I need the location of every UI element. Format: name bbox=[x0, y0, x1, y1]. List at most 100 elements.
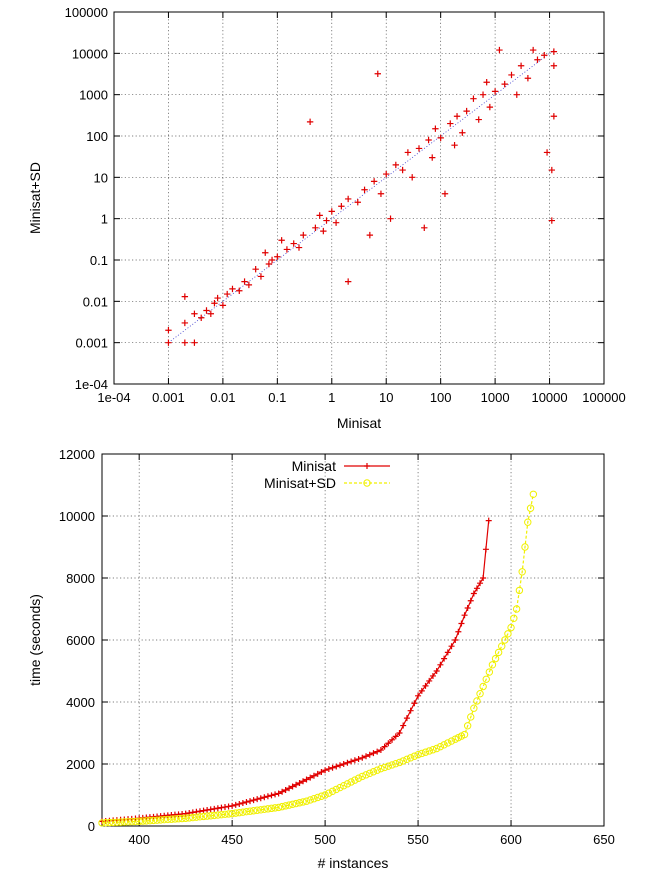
scatter-point bbox=[323, 217, 330, 224]
line-point-minisat-sd bbox=[120, 818, 129, 826]
line-point-minisat-sd bbox=[221, 810, 229, 819]
line-point-minisat-sd bbox=[403, 755, 411, 764]
line-point-minisat bbox=[444, 649, 451, 656]
line-point-minisat bbox=[403, 715, 410, 722]
scatter-point bbox=[283, 246, 291, 253]
legend-marker-minisat bbox=[364, 463, 370, 469]
scatter-x-tick-label: 0.1 bbox=[268, 390, 286, 405]
line-point-minisat bbox=[239, 799, 246, 806]
line-point-minisat bbox=[279, 788, 286, 795]
scatter-point bbox=[290, 240, 297, 247]
line-point-minisat-sd bbox=[285, 801, 293, 809]
line-point-minisat-sd bbox=[181, 814, 190, 822]
line-point-minisat bbox=[437, 661, 444, 668]
scatter-point bbox=[432, 125, 439, 132]
line-point-minisat-sd bbox=[399, 757, 407, 765]
scatter-y-tick-label: 1000 bbox=[79, 88, 108, 103]
legend-label-minisat: Minisat bbox=[292, 458, 336, 474]
scatter-point bbox=[252, 265, 259, 273]
line-point-minisat-sd bbox=[336, 783, 344, 792]
scatter-point bbox=[265, 260, 273, 268]
scatter-point bbox=[316, 212, 323, 219]
scatter-point bbox=[475, 116, 482, 123]
scatter-point bbox=[214, 294, 221, 302]
line-point-minisat-sd bbox=[447, 737, 456, 745]
scatter-point bbox=[191, 310, 198, 317]
line-point-minisat-sd bbox=[521, 543, 529, 551]
scatter-point bbox=[517, 62, 525, 69]
line-point-minisat bbox=[411, 700, 418, 707]
scatter-point bbox=[483, 79, 490, 86]
scatter-point bbox=[332, 219, 340, 226]
line-series-minisat bbox=[101, 520, 490, 822]
scatter-point bbox=[236, 287, 243, 294]
scatter-point bbox=[392, 161, 400, 169]
line-point-minisat-sd bbox=[242, 807, 251, 816]
scatter-x-tick-label: 100 bbox=[430, 390, 452, 405]
line-point-minisat bbox=[455, 628, 462, 635]
scatter-x-tick-label: 100000 bbox=[582, 390, 625, 405]
line-point-minisat-sd bbox=[281, 802, 290, 810]
line-point-minisat bbox=[415, 692, 422, 699]
line-point-minisat-sd bbox=[239, 808, 247, 816]
line-point-minisat-sd bbox=[264, 805, 272, 813]
scatter-point bbox=[399, 166, 406, 174]
line-point-minisat bbox=[325, 765, 332, 772]
line-x-tick-label: 450 bbox=[221, 832, 243, 847]
scatter-point bbox=[207, 310, 215, 317]
line-point-minisat bbox=[485, 517, 492, 524]
line-point-minisat-sd bbox=[146, 816, 154, 825]
scatter-point bbox=[268, 256, 276, 264]
line-point-minisat-sd bbox=[463, 722, 472, 730]
line-point-minisat-sd bbox=[515, 586, 524, 595]
line-point-minisat-sd bbox=[267, 804, 276, 813]
line-x-tick-label: 600 bbox=[500, 832, 522, 847]
line-point-minisat-sd bbox=[332, 785, 340, 794]
line-y-tick-label: 0 bbox=[88, 819, 95, 834]
scatter-point bbox=[203, 307, 210, 314]
line-x-axis-label: # instances bbox=[318, 855, 389, 871]
line-frame bbox=[101, 453, 605, 827]
scatter-point bbox=[181, 339, 189, 346]
scatter-point bbox=[377, 190, 385, 197]
line-point-minisat bbox=[426, 677, 433, 684]
line-point-minisat-sd bbox=[124, 818, 132, 826]
scatter-point bbox=[383, 170, 390, 178]
line-point-minisat-sd bbox=[171, 815, 179, 823]
line-y-tick-label: 4000 bbox=[66, 695, 95, 710]
line-point-minisat bbox=[261, 794, 268, 801]
line-point-minisat-sd bbox=[429, 746, 437, 754]
line-point-minisat-sd bbox=[388, 761, 396, 769]
scatter-point bbox=[441, 190, 449, 197]
line-point-minisat-sd bbox=[278, 802, 286, 811]
line-point-minisat-sd bbox=[246, 807, 254, 815]
scatter-x-tick-label: 10000 bbox=[531, 390, 567, 405]
line-point-minisat-sd bbox=[232, 809, 240, 817]
line-point-minisat bbox=[433, 668, 440, 674]
line-point-minisat-sd bbox=[473, 697, 481, 705]
scatter-point bbox=[453, 113, 461, 120]
scatter-point bbox=[361, 186, 368, 193]
line-point-minisat bbox=[461, 612, 468, 619]
scatter-point bbox=[274, 253, 281, 260]
scatter-point bbox=[548, 217, 556, 224]
line-point-minisat-sd bbox=[406, 754, 415, 762]
line-point-minisat bbox=[477, 580, 484, 587]
line-point-minisat bbox=[458, 620, 465, 627]
scatter-point bbox=[245, 281, 253, 289]
line-point-minisat-sd bbox=[164, 815, 172, 824]
line-point-minisat bbox=[351, 757, 358, 764]
scatter-point bbox=[278, 237, 285, 244]
line-y-tick-label: 12000 bbox=[59, 447, 95, 462]
line-point-minisat-sd bbox=[167, 815, 176, 823]
line-point-minisat-sd bbox=[196, 813, 204, 821]
line-point-minisat bbox=[348, 758, 355, 765]
line-point-minisat-sd bbox=[380, 763, 389, 772]
line-point-minisat bbox=[467, 597, 474, 604]
line-point-minisat-sd bbox=[189, 813, 197, 822]
scatter-point bbox=[534, 56, 541, 63]
line-point-minisat-sd bbox=[470, 704, 478, 712]
line-x-tick-label: 400 bbox=[128, 832, 150, 847]
line-point-minisat-sd bbox=[295, 799, 304, 807]
line-point-minisat-sd bbox=[313, 793, 322, 802]
